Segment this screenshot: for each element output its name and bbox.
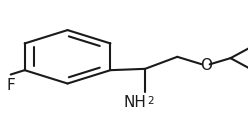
Text: NH: NH — [124, 95, 146, 110]
Text: O: O — [200, 58, 212, 73]
Text: F: F — [6, 78, 15, 93]
Text: 2: 2 — [148, 96, 154, 106]
